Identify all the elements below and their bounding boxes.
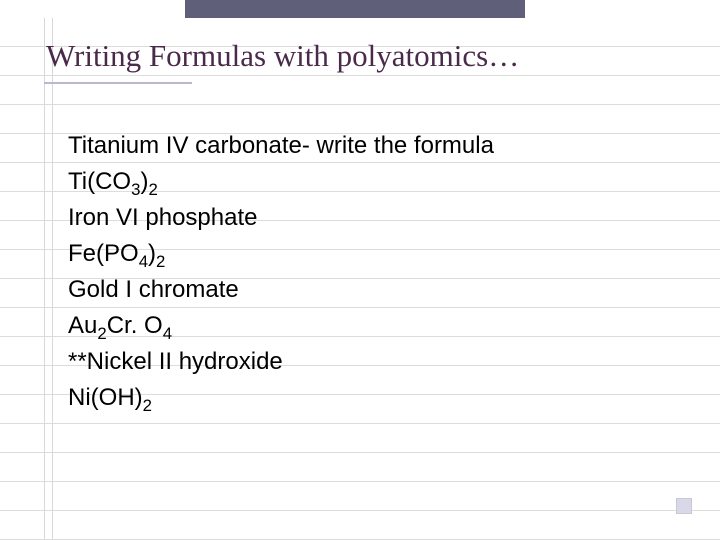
formula-text: Au [68,312,97,339]
formula-text: Ni(OH) [68,384,143,411]
corner-decoration [676,498,692,514]
line-iron-name: Iron VI phosphate [68,200,494,236]
line-nickel-name: **Nickel II hydroxide [68,344,494,380]
margin-line-right [52,18,53,540]
body-content: Titanium IV carbonate- write the formula… [68,128,494,416]
formula-text: Cr. O [107,312,163,339]
subscript: 2 [143,396,152,415]
line-nickel-formula: Ni(OH)2 [68,380,494,416]
subscript: 4 [163,324,172,343]
formula-text: Fe(PO [68,240,139,267]
line-gold-name: Gold I chromate [68,272,494,308]
top-accent-bar [185,0,525,18]
subscript: 2 [97,324,106,343]
line-iron-formula: Fe(PO4)2 [68,236,494,272]
title-underline [44,82,192,84]
formula-text: ) [148,240,156,267]
line-titanium-name: Titanium IV carbonate- write the formula [68,128,494,164]
subscript: 2 [148,180,157,199]
formula-text: Ti(CO [68,168,131,195]
margin-line-left [44,18,45,540]
line-gold-formula: Au2Cr. O4 [68,308,494,344]
slide-title: Writing Formulas with polyatomics… [46,38,519,74]
subscript: 4 [139,252,148,271]
line-titanium-formula: Ti(CO3)2 [68,164,494,200]
subscript: 2 [156,252,165,271]
